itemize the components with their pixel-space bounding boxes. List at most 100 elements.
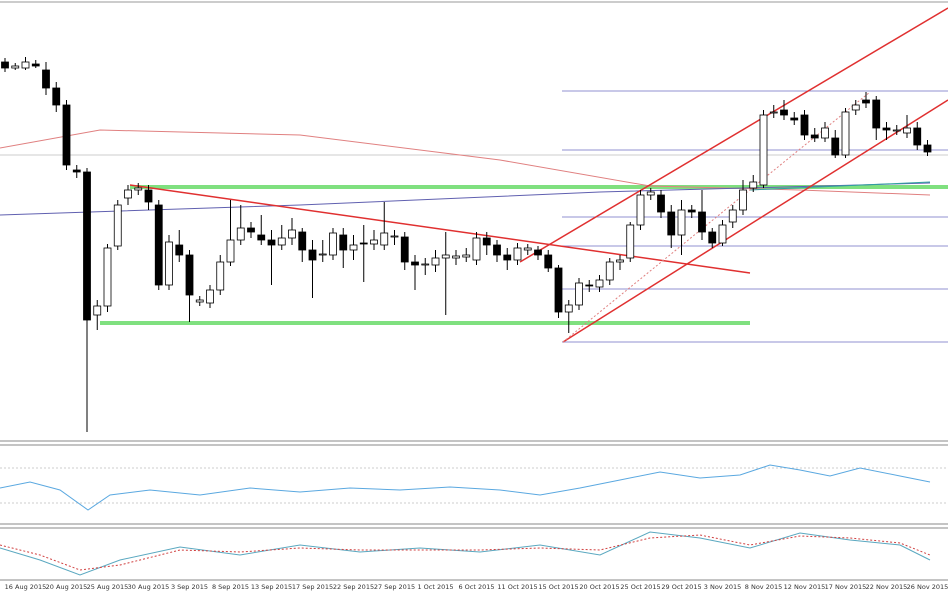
x-tick-label: 3 Sep 2015: [171, 583, 208, 591]
candle-body: [359, 242, 368, 245]
candle-body: [544, 254, 553, 269]
candle-body: [195, 299, 204, 303]
x-tick-label: 1 Oct 2015: [417, 583, 453, 591]
candle-body: [62, 104, 71, 166]
candle-body: [616, 259, 624, 263]
candle-body: [339, 234, 348, 251]
candle-body: [810, 134, 819, 139]
x-tick-label: 17 Nov 2015: [825, 583, 867, 591]
x-tick-label: 3 Nov 2015: [704, 583, 742, 591]
candle-body: [687, 209, 696, 213]
moving-average: [0, 129, 931, 196]
candle-body: [800, 114, 809, 136]
candle-body: [329, 232, 337, 256]
candle-body: [400, 236, 409, 263]
candle-body: [421, 263, 430, 266]
candles: [1, 57, 932, 432]
candle-body: [52, 87, 61, 106]
candle-body: [892, 129, 901, 132]
candle-body: [175, 244, 184, 256]
candle-body: [851, 104, 860, 111]
candle-body: [769, 111, 778, 114]
candle-body: [21, 61, 30, 69]
x-tick-label: 13 Sep 2015: [251, 583, 292, 591]
candle-body: [780, 109, 788, 116]
x-tick-label: 20 Oct 2015: [579, 583, 619, 591]
candle-body: [493, 244, 501, 256]
candle-body: [564, 304, 573, 313]
candle-body: [83, 171, 91, 321]
candle-body: [93, 305, 102, 316]
candle-body: [165, 241, 173, 286]
candle-body: [206, 289, 214, 304]
candle-body: [390, 235, 399, 238]
candle-body: [452, 255, 460, 259]
candle-body: [739, 189, 747, 211]
candle-body: [667, 211, 676, 236]
candle-body: [759, 114, 768, 186]
candle-body: [144, 189, 153, 203]
candle-body: [288, 229, 296, 239]
x-tick-label: 20 Aug 2015: [46, 583, 88, 591]
candle-body: [923, 144, 932, 153]
candle-body: [72, 169, 81, 173]
candle-body: [482, 237, 491, 246]
candle-body: [718, 224, 727, 244]
candle-body: [872, 99, 881, 129]
candle-body: [605, 261, 614, 281]
candle-body: [124, 189, 132, 199]
x-tick-label: 26 Nov 2015: [907, 583, 948, 591]
x-tick-label: 8 Sep 2015: [212, 583, 249, 591]
x-tick-label: 27 Sep 2015: [374, 583, 415, 591]
candle-body: [472, 237, 481, 261]
candle-body: [226, 239, 235, 263]
candle-body: [626, 224, 635, 259]
candle-body: [411, 261, 419, 266]
candle-body: [380, 232, 389, 246]
candle-body: [677, 209, 686, 236]
candle-body: [134, 187, 143, 191]
x-tick-label: 25 Oct 2015: [620, 583, 660, 591]
x-tick-label: 30 Aug 2015: [128, 583, 170, 591]
candle-body: [790, 117, 799, 121]
candle-body: [595, 279, 604, 288]
candle-body: [636, 194, 645, 226]
oscillator-line: [0, 464, 931, 511]
candle-body: [503, 254, 512, 261]
candle-body: [103, 247, 112, 307]
x-tick-label: 29 Oct 2015: [661, 583, 701, 591]
x-tick-label: 25 Aug 2015: [87, 583, 129, 591]
x-tick-label: 15 Oct 2015: [538, 583, 578, 591]
moving-average: [0, 182, 931, 216]
candle-body: [185, 254, 194, 296]
candle-body: [882, 127, 891, 131]
x-axis: 16 Aug 2015 20 Aug 2015 25 Aug 2015 30 Aug …: [5, 583, 948, 591]
trend-lines: [129, 7, 948, 343]
candle-body: [554, 267, 563, 313]
x-tick-label: 11 Oct 2015: [497, 583, 537, 591]
x-tick-label: 16 Aug 2015: [5, 583, 47, 591]
candle-body: [42, 69, 50, 89]
candle-body: [698, 211, 706, 233]
candle-body: [154, 204, 163, 286]
x-tick-label: 22 Nov 2015: [866, 583, 908, 591]
candle-body: [862, 99, 870, 104]
candle-body: [903, 127, 911, 134]
candle-body: [728, 209, 737, 223]
candle-body: [277, 237, 286, 246]
fib-levels: [562, 90, 948, 343]
candle-body: [441, 254, 450, 259]
candle-body: [575, 282, 583, 306]
candle-body: [831, 137, 840, 156]
candle-body: [646, 191, 655, 196]
candle-body: [513, 247, 522, 261]
x-tick-label: 17 Sep 2015: [292, 583, 333, 591]
candle-body: [247, 227, 255, 233]
stochastic-main: [0, 531, 931, 576]
x-tick-label: 22 Sep 2015: [333, 583, 374, 591]
candle-body: [298, 231, 307, 251]
candle-body: [523, 247, 532, 251]
candle-body: [236, 227, 245, 241]
